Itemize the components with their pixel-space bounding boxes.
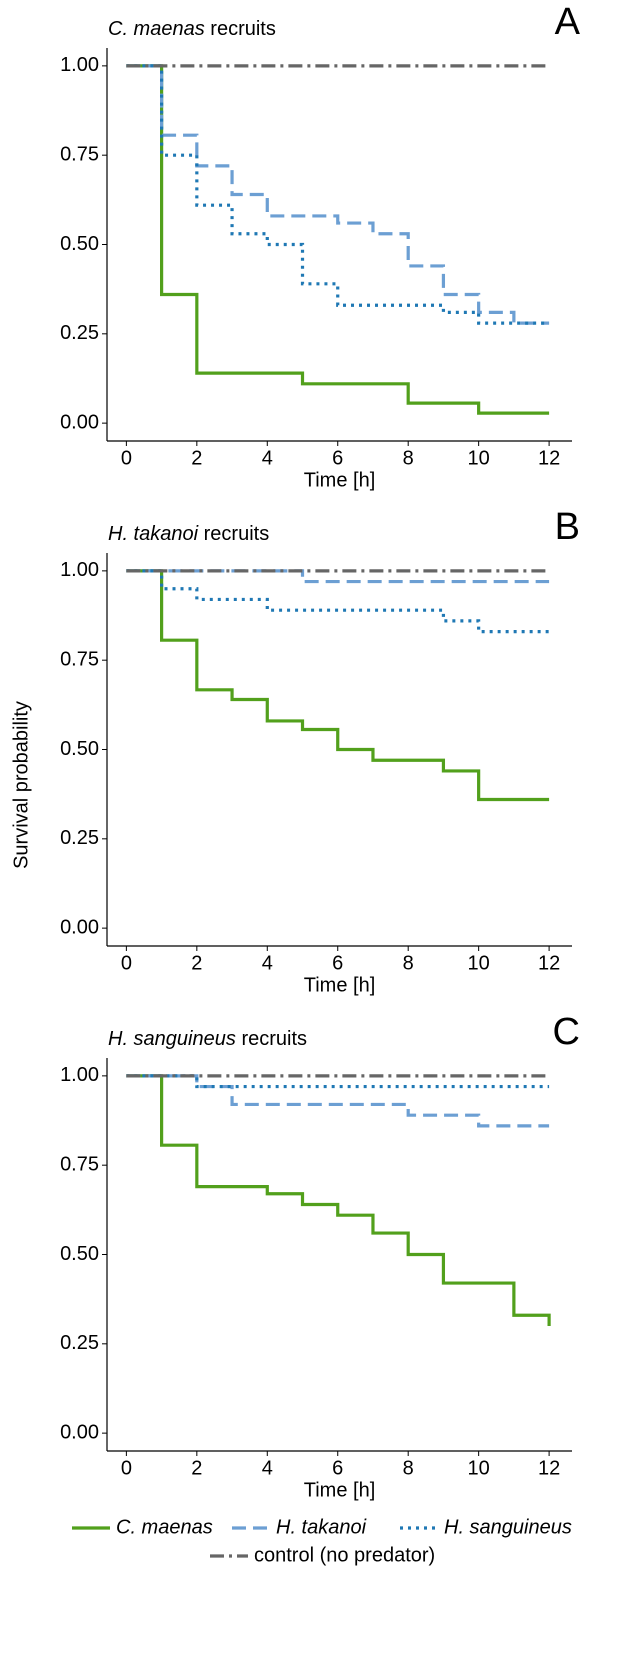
y-tick-label: 0.75 bbox=[60, 143, 99, 165]
survival-curve bbox=[126, 1074, 551, 1326]
y-tick-label: 0.50 bbox=[60, 233, 99, 255]
x-tick-label: 6 bbox=[332, 952, 343, 974]
y-tick-label: 0.75 bbox=[60, 1153, 99, 1175]
x-tick-label: 8 bbox=[403, 952, 414, 974]
x-tick-label: 8 bbox=[403, 447, 414, 469]
chart-title: H. takanoi recruits bbox=[108, 523, 269, 545]
survival-curve bbox=[126, 569, 550, 584]
title-rest: recruits bbox=[241, 1028, 307, 1050]
legend-label: H. sanguineus bbox=[444, 1516, 572, 1538]
title-species: H. sanguineus bbox=[108, 1028, 236, 1050]
x-tick-label: 0 bbox=[121, 952, 132, 974]
legend-label: control (no predator) bbox=[254, 1544, 435, 1566]
y-tick-label: 0.00 bbox=[60, 916, 99, 938]
legend-label: C. maenas bbox=[116, 1516, 213, 1538]
y-tick-label: 0.25 bbox=[60, 322, 99, 344]
x-axis-label: Time [h] bbox=[304, 974, 376, 996]
survival-curve bbox=[126, 64, 550, 325]
x-tick-label: 6 bbox=[332, 447, 343, 469]
chart-title: H. sanguineus recruits bbox=[108, 1028, 307, 1050]
title-species: H. takanoi bbox=[108, 523, 199, 545]
survival-curve bbox=[126, 64, 550, 325]
x-tick-label: 8 bbox=[403, 1457, 414, 1479]
x-tick-label: 10 bbox=[468, 447, 490, 469]
x-tick-label: 0 bbox=[121, 447, 132, 469]
x-tick-label: 0 bbox=[121, 1457, 132, 1479]
x-tick-label: 4 bbox=[262, 447, 273, 469]
y-tick-label: 1.00 bbox=[60, 54, 99, 76]
panel-label: A bbox=[555, 1, 581, 43]
y-tick-label: 1.00 bbox=[60, 1064, 99, 1086]
y-tick-label: 1.00 bbox=[60, 559, 99, 581]
title-rest: recruits bbox=[210, 18, 276, 40]
x-tick-label: 12 bbox=[538, 952, 560, 974]
y-axis-label: Survival probability bbox=[10, 701, 32, 869]
survival-curve bbox=[126, 1074, 550, 1128]
x-tick-label: 2 bbox=[191, 447, 202, 469]
x-tick-label: 12 bbox=[538, 1457, 560, 1479]
panel-label: C bbox=[553, 1011, 580, 1053]
survival-curve bbox=[126, 569, 550, 634]
x-tick-label: 12 bbox=[538, 447, 560, 469]
x-tick-label: 4 bbox=[262, 1457, 273, 1479]
x-tick-label: 2 bbox=[191, 1457, 202, 1479]
y-tick-label: 0.50 bbox=[60, 738, 99, 760]
y-tick-label: 0.00 bbox=[60, 1421, 99, 1443]
legend-label: H. takanoi bbox=[276, 1516, 367, 1538]
y-tick-label: 0.50 bbox=[60, 1243, 99, 1265]
x-axis-label: Time [h] bbox=[304, 1479, 376, 1501]
y-tick-label: 0.00 bbox=[60, 411, 99, 433]
title-species: C. maenas bbox=[108, 18, 205, 40]
title-rest: recruits bbox=[204, 523, 270, 545]
survival-curve bbox=[126, 1074, 550, 1089]
x-tick-label: 6 bbox=[332, 1457, 343, 1479]
y-tick-label: 0.75 bbox=[60, 648, 99, 670]
x-tick-label: 10 bbox=[468, 952, 490, 974]
survival-curve bbox=[126, 64, 550, 415]
y-tick-label: 0.25 bbox=[60, 1332, 99, 1354]
chart-title: C. maenas recruits bbox=[108, 18, 276, 40]
x-axis-label: Time [h] bbox=[304, 469, 376, 491]
x-tick-label: 4 bbox=[262, 952, 273, 974]
panel-label: B bbox=[555, 506, 580, 548]
x-tick-label: 10 bbox=[468, 1457, 490, 1479]
y-tick-label: 0.25 bbox=[60, 827, 99, 849]
survival-curve bbox=[126, 569, 550, 802]
x-tick-label: 2 bbox=[191, 952, 202, 974]
